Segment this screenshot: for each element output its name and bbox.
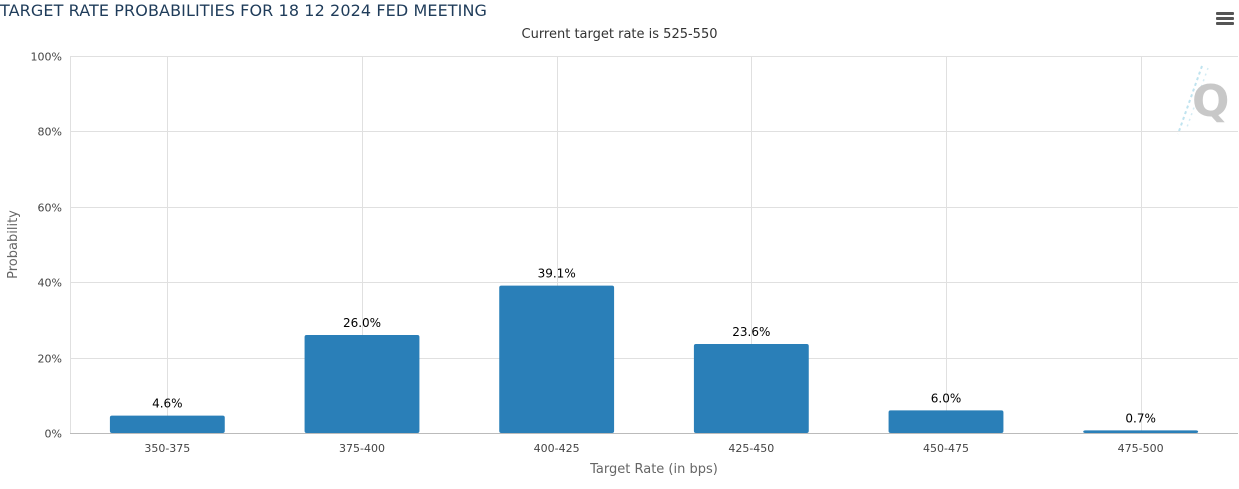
data-label: 39.1% [538, 267, 576, 281]
bar-475-500[interactable] [1083, 430, 1199, 433]
x-tick-label: 400-425 [534, 442, 580, 455]
bar-350-375[interactable] [109, 415, 225, 433]
bar-425-450[interactable] [693, 344, 809, 433]
hamburger-menu-icon[interactable] [1216, 12, 1234, 28]
data-label: 26.0% [343, 316, 381, 330]
x-tick-label: 425-450 [728, 442, 774, 455]
axes: 0% 20% 40% 60% 80% 100% 350-375 375-400 400-425 4… [31, 51, 1238, 455]
x-tick-label: 450-475 [923, 442, 969, 455]
data-label: 23.6% [732, 325, 770, 339]
bar-400-425[interactable] [499, 285, 615, 433]
bar-450-475[interactable] [888, 410, 1004, 433]
data-label: 4.6% [152, 397, 183, 411]
x-tick-label: 475-500 [1118, 442, 1164, 455]
chart-title: TARGET RATE PROBABILITIES FOR 18 12 2024… [0, 1, 488, 20]
x-tick-label: 350-375 [144, 442, 190, 455]
y-axis-title: Probability [6, 210, 21, 279]
x-axis-title: Target Rate (in bps) [589, 462, 718, 477]
data-label: 0.7% [1125, 411, 1156, 425]
x-tick-label: 375-400 [339, 442, 385, 455]
bar-375-400[interactable] [304, 334, 420, 433]
grid [70, 56, 1238, 433]
data-label: 6.0% [931, 391, 962, 405]
y-tick-label: 20% [38, 353, 62, 366]
chart-subtitle: Current target rate is 525-550 [521, 27, 718, 42]
y-tick-label: 0% [45, 428, 62, 441]
y-tick-label: 60% [38, 202, 62, 215]
y-tick-label: 100% [31, 51, 62, 64]
q-logo-icon: Q [1177, 65, 1229, 135]
y-tick-label: 40% [38, 277, 62, 290]
svg-text:Q: Q [1192, 76, 1229, 127]
bars [109, 285, 1199, 433]
y-tick-label: 80% [38, 126, 62, 139]
data-labels: 4.6% 26.0% 39.1% 23.6% 6.0% 0.7% [152, 267, 1156, 426]
